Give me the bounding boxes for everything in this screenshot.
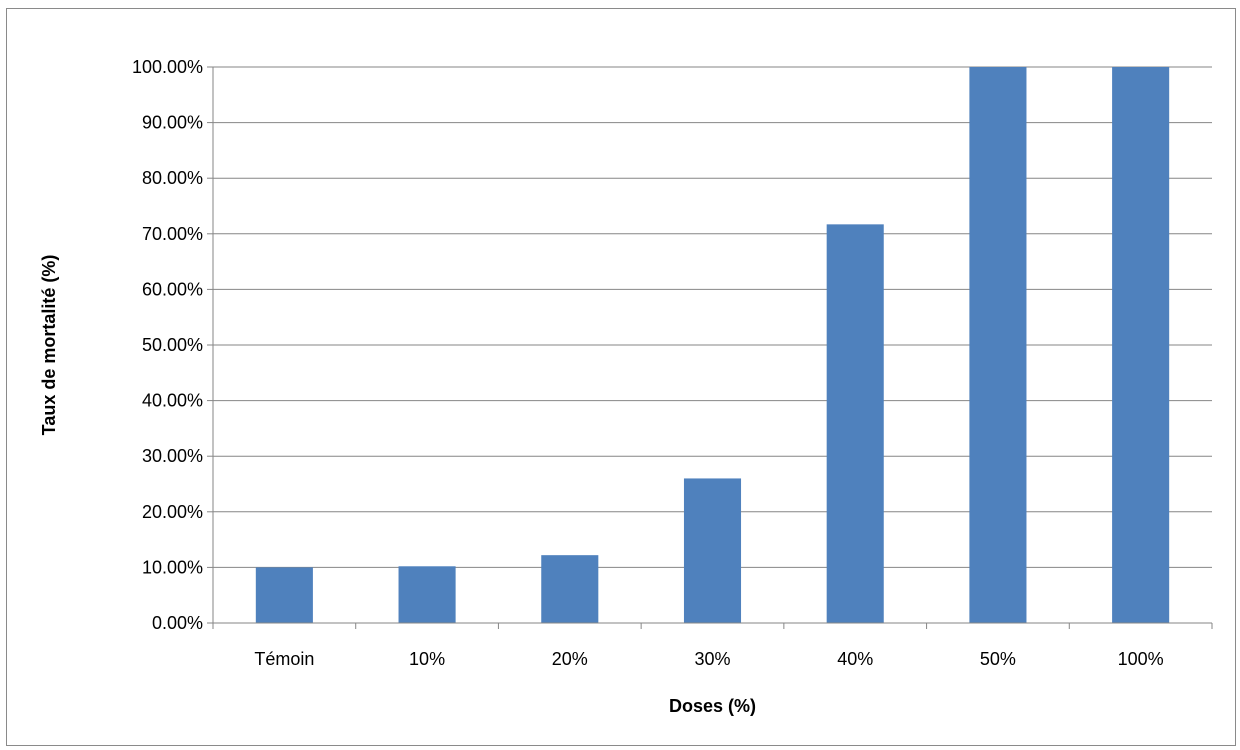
- y-axis-title: Taux de mortalité (%): [39, 255, 59, 436]
- y-tick-label: 60.00%: [142, 279, 203, 299]
- y-tick-label: 90.00%: [142, 113, 203, 133]
- y-tick-label: 40.00%: [142, 391, 203, 411]
- gridlines: [213, 66, 1212, 568]
- y-tick-label: 50.00%: [142, 335, 203, 355]
- x-tick-label: 40%: [837, 649, 873, 669]
- y-tick-label: 80.00%: [142, 168, 203, 188]
- x-tick-label: Témoin: [254, 649, 314, 669]
- x-tick-label: 10%: [409, 649, 445, 669]
- y-tick-label: 10.00%: [142, 557, 203, 577]
- bars: [255, 67, 1170, 623]
- x-tick-label: 50%: [980, 649, 1016, 669]
- x-axis-title: Doses (%): [669, 696, 756, 716]
- axes: [207, 66, 1213, 629]
- x-tick-label: 20%: [552, 649, 588, 669]
- y-tick-label: 0.00%: [152, 613, 203, 633]
- y-tick-label: 70.00%: [142, 224, 203, 244]
- x-tick-label: 100%: [1118, 649, 1164, 669]
- y-tick-label: 30.00%: [142, 446, 203, 466]
- tick-labels: 0.00% 10.00% 20.00% 30.00% 40.00% 50.00% 60.00…: [132, 57, 1164, 669]
- bar: [541, 555, 599, 623]
- bar: [969, 67, 1027, 623]
- bar: [255, 567, 313, 623]
- bar-chart: 0.00% 10.00% 20.00% 30.00% 40.00% 50.00% 60.00…: [39, 57, 1213, 716]
- bar: [398, 566, 456, 623]
- y-tick-label: 100.00%: [132, 57, 203, 77]
- bar: [683, 478, 742, 623]
- bar: [826, 224, 884, 623]
- x-tick-label: 30%: [694, 649, 730, 669]
- bar: [1112, 67, 1170, 623]
- chart-frame: 0.00% 10.00% 20.00% 30.00% 40.00% 50.00% 60.00…: [6, 8, 1236, 746]
- y-tick-label: 20.00%: [142, 502, 203, 522]
